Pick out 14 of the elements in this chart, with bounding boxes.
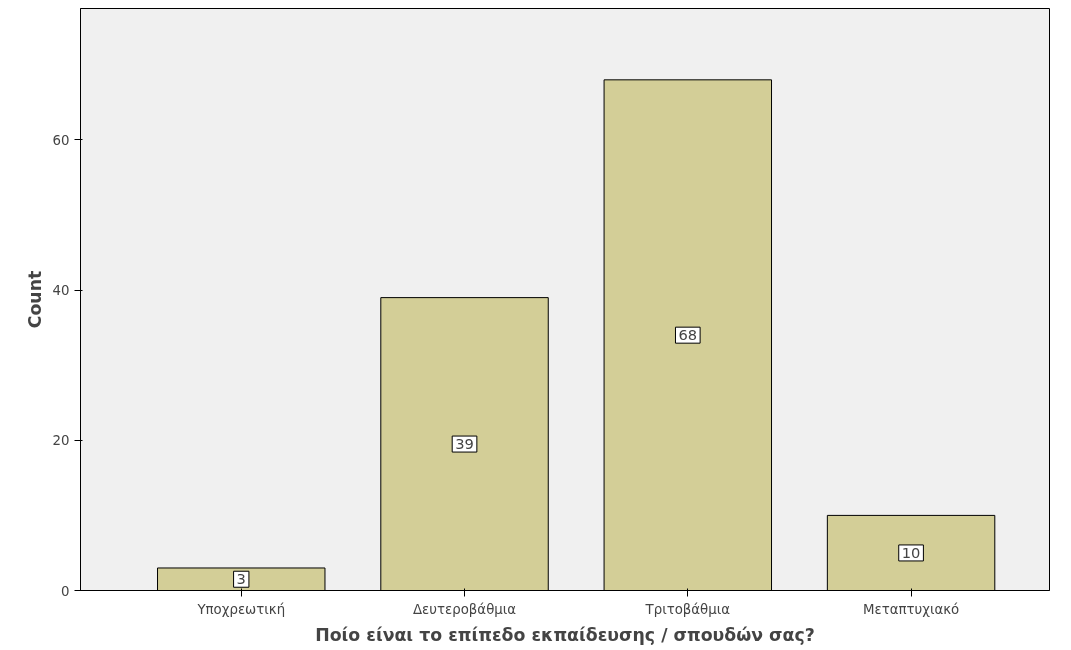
y-axis-title: Count xyxy=(24,270,45,329)
x-tick-label: Υποχρεωτική xyxy=(196,601,286,617)
data-label: 3 xyxy=(236,570,246,588)
y-tick-label: 0 xyxy=(61,583,70,599)
y-tick-label: 20 xyxy=(52,433,70,449)
x-tick-label: Μεταπτυχιακό xyxy=(862,601,960,617)
data-label: 10 xyxy=(901,543,921,561)
x-tick-label: Δευτεροβάθμια xyxy=(412,601,517,617)
y-tick-label: 60 xyxy=(52,132,70,148)
x-axis-title: Ποίο είναι το επίπεδο εκπαίδευσης / σπουδών σας? xyxy=(315,624,815,645)
x-tick-label: Τριτοβάθμια xyxy=(644,601,731,617)
data-label: 39 xyxy=(455,435,474,453)
y-tick-label: 40 xyxy=(52,283,70,299)
data-label: 68 xyxy=(678,326,698,344)
